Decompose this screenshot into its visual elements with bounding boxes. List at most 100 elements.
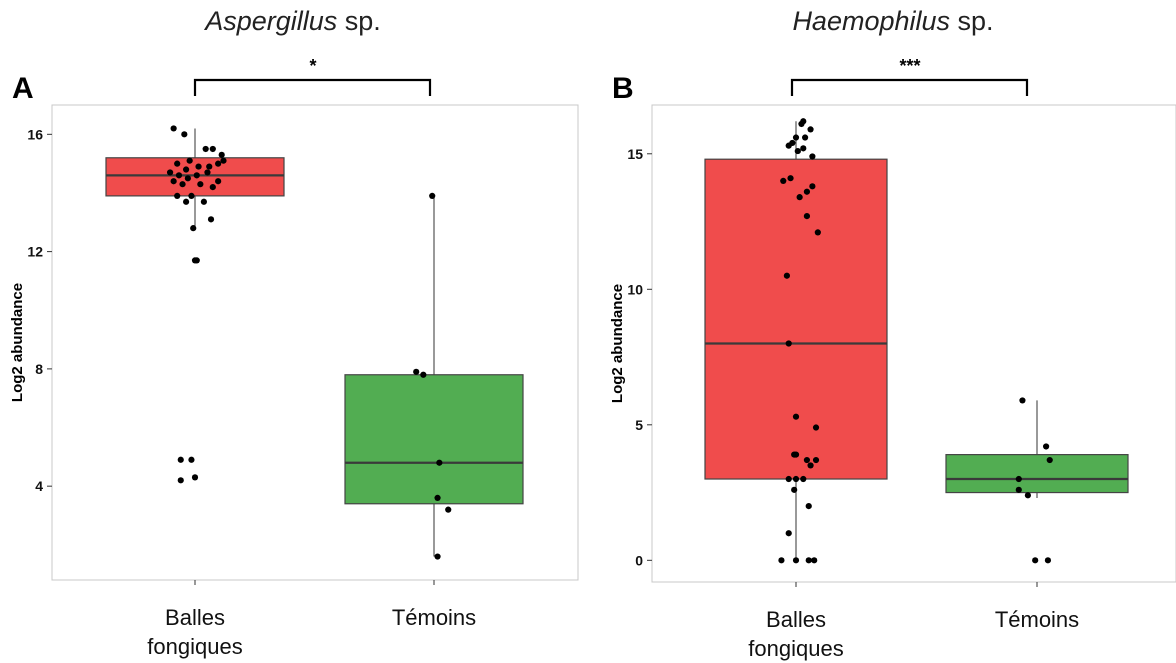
data-point	[183, 198, 190, 205]
y-tick-label: 12	[27, 244, 43, 260]
x-tick-label: fongiques	[147, 634, 242, 659]
data-point	[792, 475, 800, 483]
data-point	[1043, 443, 1050, 450]
data-point	[174, 192, 181, 199]
title-rest: sp.	[950, 6, 994, 36]
y-tick-label: 16	[27, 126, 43, 142]
data-point	[188, 456, 195, 463]
data-point	[190, 225, 197, 232]
data-point	[803, 188, 811, 195]
y-tick-label: 8	[35, 361, 43, 377]
data-point	[207, 216, 215, 223]
data-point	[420, 371, 427, 378]
data-point	[186, 157, 193, 164]
significance-label: ***	[899, 56, 920, 76]
box-body	[945, 454, 1129, 494]
data-point	[200, 198, 207, 205]
x-tick-label: Balles	[766, 607, 826, 632]
data-point	[785, 475, 792, 483]
data-point	[783, 272, 791, 279]
data-point	[1044, 557, 1052, 564]
data-point	[215, 178, 222, 185]
data-point	[209, 145, 216, 153]
data-point	[809, 153, 816, 160]
data-point	[1015, 486, 1022, 493]
data-point	[812, 424, 820, 431]
data-point	[805, 503, 812, 510]
data-point	[429, 192, 436, 199]
data-point	[796, 194, 803, 201]
data-point	[434, 494, 441, 502]
title-rest: sp.	[337, 6, 381, 36]
data-point	[193, 257, 200, 264]
x-tick-label: Témoins	[392, 605, 476, 630]
x-tick-label: fongiques	[748, 636, 843, 661]
data-point	[434, 553, 441, 560]
data-point	[780, 177, 787, 184]
data-point	[791, 451, 798, 458]
data-point	[181, 131, 188, 138]
plot-frame	[651, 104, 1176, 583]
data-point	[811, 557, 818, 564]
data-point	[809, 183, 816, 190]
data-point	[220, 157, 227, 164]
data-point	[191, 474, 199, 481]
data-point	[807, 126, 814, 133]
data-point	[204, 169, 211, 176]
data-point	[1046, 456, 1053, 464]
data-point	[802, 134, 809, 141]
data-point	[814, 229, 821, 236]
title-italic: Haemophilus	[792, 6, 950, 36]
panel-b: Haemophilus sp. B *** 0 5 10 15 Log2 abundance B…	[609, 6, 1176, 661]
data-point	[184, 175, 191, 182]
data-point	[792, 413, 800, 420]
data-point	[166, 169, 174, 176]
data-point	[1024, 492, 1031, 499]
data-point	[170, 178, 177, 185]
data-point	[792, 557, 800, 564]
data-point	[785, 530, 792, 537]
data-point	[800, 145, 807, 152]
data-point	[174, 160, 181, 167]
box-body	[704, 158, 888, 480]
data-point	[179, 181, 186, 188]
data-point	[1015, 475, 1022, 483]
data-point	[1032, 557, 1039, 564]
title-italic: Aspergillus	[203, 6, 337, 36]
data-point	[197, 181, 204, 188]
data-point	[792, 134, 800, 141]
x-tick-label: Témoins	[995, 607, 1079, 632]
data-point	[800, 475, 807, 483]
data-point	[215, 160, 222, 167]
y-tick-label: 4	[35, 478, 43, 494]
data-point	[445, 506, 452, 513]
data-point	[193, 172, 200, 179]
data-point	[209, 183, 216, 191]
data-point	[803, 213, 811, 220]
data-point	[803, 456, 811, 464]
panel-title: Haemophilus sp.	[792, 6, 993, 36]
data-point	[778, 557, 785, 564]
data-point	[787, 175, 794, 182]
data-point	[183, 166, 190, 173]
data-point	[177, 477, 184, 484]
data-point	[794, 147, 801, 155]
data-point	[805, 557, 812, 564]
data-point	[175, 172, 183, 179]
data-point	[206, 163, 213, 170]
data-point	[785, 340, 792, 347]
y-tick-label: 10	[627, 281, 643, 297]
data-point	[170, 125, 177, 132]
data-point	[1019, 397, 1026, 404]
data-point	[785, 142, 792, 149]
data-point	[188, 192, 195, 199]
y-axis-label: Log2 abundance	[609, 284, 626, 403]
panel-letter: B	[612, 72, 634, 105]
y-tick-label: 0	[635, 552, 643, 568]
significance-label: *	[309, 56, 316, 76]
panel-letter: A	[12, 72, 34, 105]
panel-title: Aspergillus sp.	[203, 6, 381, 36]
data-point	[807, 462, 814, 469]
data-point	[798, 120, 805, 128]
data-point	[177, 456, 184, 463]
